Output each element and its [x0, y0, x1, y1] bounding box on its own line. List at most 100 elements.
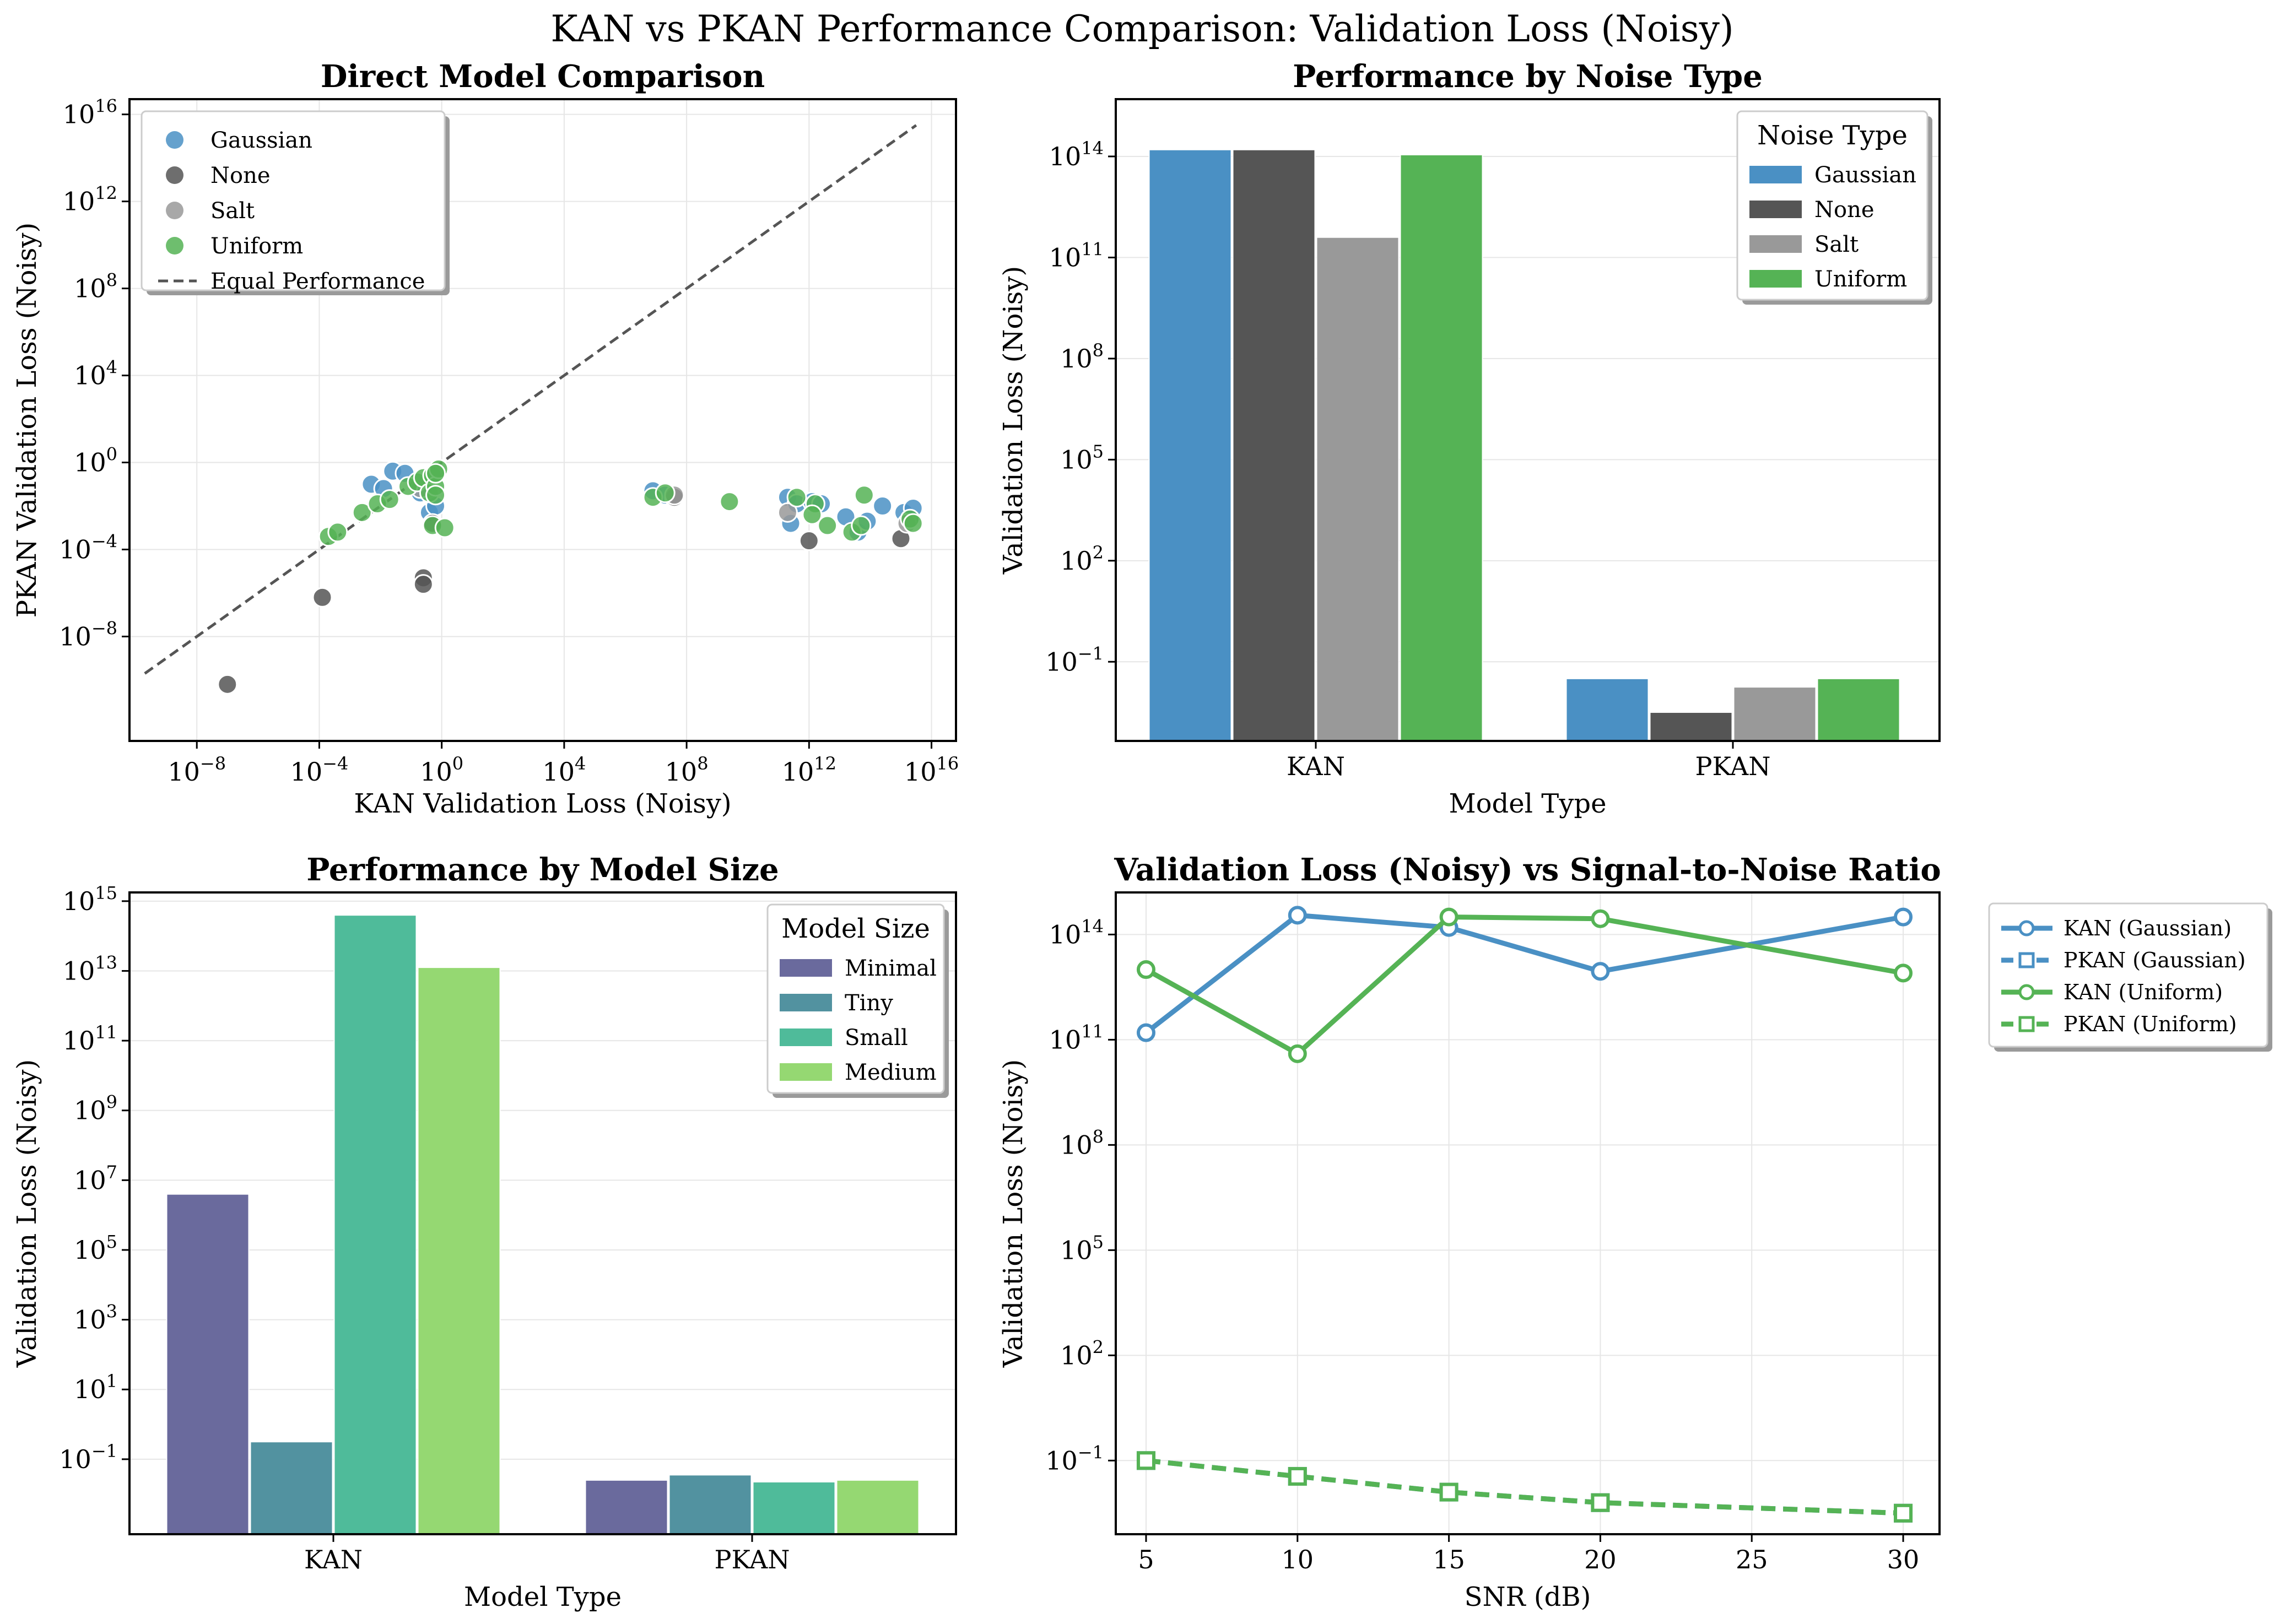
y-tick-label: 107 — [74, 1161, 117, 1195]
point-none — [312, 587, 333, 608]
bar-minimal — [166, 1193, 250, 1535]
y-tick-label: 1015 — [63, 883, 117, 916]
legend-marker — [780, 994, 832, 1011]
x-axis-label: SNR (dB) — [1465, 1582, 1591, 1612]
bar-gaussian — [1148, 149, 1232, 741]
y-tick-label: 10−1 — [59, 1441, 117, 1474]
bar-salt — [1733, 686, 1817, 741]
bar-gaussian — [1565, 678, 1649, 742]
legend-marker — [166, 237, 183, 255]
marker-point — [1439, 1482, 1458, 1502]
point-uniform — [854, 485, 874, 506]
x-tick-label: KAN — [304, 1545, 363, 1574]
bar-none — [1649, 712, 1733, 742]
bar-uniform — [1400, 154, 1483, 741]
axes-frame — [128, 98, 957, 742]
y-tick-label: 103 — [74, 1301, 117, 1335]
y-tick-label: 1014 — [1049, 138, 1104, 171]
legend-label: Equal Performance — [210, 269, 425, 294]
point-uniform — [802, 504, 823, 525]
marker-point — [1288, 1466, 1307, 1486]
point-uniform — [434, 517, 455, 538]
legend-marker — [166, 202, 183, 219]
point-gaussian — [872, 495, 893, 516]
y-tick-label: 1013 — [63, 952, 117, 986]
x-tick-label: 100 — [420, 753, 463, 787]
y-axis-label: Validation Loss (Noisy) — [12, 1059, 42, 1368]
bar-salt — [1316, 236, 1400, 741]
legend-marker — [2018, 920, 2035, 936]
y-tick-label: 105 — [1060, 441, 1104, 474]
point-uniform — [352, 502, 372, 523]
x-tick-label: 10 — [1282, 1545, 1314, 1574]
y-tick-label: 1016 — [63, 96, 117, 129]
marker-point — [1591, 962, 1610, 981]
point-uniform — [903, 513, 923, 534]
y-tick-label: 109 — [74, 1092, 117, 1125]
line-pkan-uniform- — [1146, 1458, 1904, 1516]
legend-label: Tiny — [845, 990, 893, 1016]
bar-small — [752, 1481, 836, 1535]
panel-size: Performance by Model Size Model Type Valid… — [12, 852, 957, 1612]
x-tick-label: 1016 — [904, 753, 959, 787]
legend-frame — [1988, 902, 2268, 1048]
y-axis-label: Validation Loss (Noisy) — [998, 1059, 1029, 1368]
legend-marker — [780, 959, 832, 977]
panel-title: Direct Model Comparison — [321, 58, 765, 95]
point-uniform — [327, 522, 348, 543]
y-tick-label: 1011 — [1049, 1021, 1104, 1054]
panel-title: Performance by Model Size — [306, 852, 779, 888]
legend-label: Uniform — [210, 234, 303, 259]
panel-snr: Validation Loss (Noisy) vs Signal-to-Noi… — [998, 852, 2272, 1612]
x-tick-label: 104 — [542, 753, 586, 787]
y-tick-label: 108 — [1060, 1126, 1104, 1160]
legend-marker — [1749, 166, 1802, 183]
y-tick-label: 1011 — [63, 1022, 117, 1055]
point-uniform — [719, 491, 740, 512]
point-uniform — [379, 489, 400, 510]
x-axis-label: Model Type — [464, 1582, 622, 1612]
x-tick-label: 10−8 — [168, 753, 226, 787]
line-pkan-gaussian- — [1146, 1458, 1904, 1516]
legend-label: Gaussian — [1814, 163, 1916, 188]
bar-medium — [836, 1479, 920, 1535]
legend-frame — [141, 110, 446, 291]
point-none — [217, 674, 238, 695]
legend-label: Salt — [1814, 232, 1859, 257]
panel-scatter: Direct Model Comparison KAN Validation Lo… — [12, 58, 959, 819]
legend-marker — [2018, 952, 2035, 968]
marker-point — [1288, 1044, 1307, 1063]
marker-point — [1894, 907, 1913, 927]
y-tick-label: 104 — [74, 357, 117, 391]
y-tick-label: 10−1 — [1045, 643, 1104, 676]
marker-point — [1136, 960, 1155, 979]
point-uniform — [425, 463, 446, 484]
legend-marker — [2018, 984, 2035, 1000]
x-axis-label: Model Type — [1449, 788, 1606, 819]
x-tick-label: 15 — [1433, 1545, 1465, 1574]
y-axis-label: Validation Loss (Noisy) — [998, 266, 1029, 575]
y-tick-label: 10−1 — [1045, 1442, 1104, 1475]
legend-title: Model Size — [781, 913, 930, 944]
legend-label: Gaussian — [210, 128, 312, 153]
y-tick-label: 1012 — [63, 183, 117, 216]
legend-marker — [780, 1028, 832, 1046]
legend-marker — [780, 1063, 832, 1081]
legend-label: Minimal — [845, 956, 937, 981]
legend-label: None — [1814, 197, 1875, 223]
marker-point — [1288, 906, 1307, 925]
legend-label: None — [210, 163, 271, 188]
legend-label: PKAN (Uniform) — [2063, 1012, 2237, 1036]
point-uniform — [655, 483, 676, 504]
point-uniform — [786, 487, 807, 508]
marker-point — [1591, 1493, 1610, 1512]
point-uniform — [851, 515, 872, 536]
marker-point — [1136, 1023, 1155, 1042]
y-tick-label: 100 — [74, 444, 117, 478]
y-tick-label: 10−4 — [59, 530, 117, 564]
x-tick-label: 5 — [1138, 1545, 1154, 1574]
x-tick-label: PKAN — [1695, 751, 1771, 781]
point-uniform — [425, 485, 446, 506]
legend-marker — [2018, 1016, 2035, 1032]
